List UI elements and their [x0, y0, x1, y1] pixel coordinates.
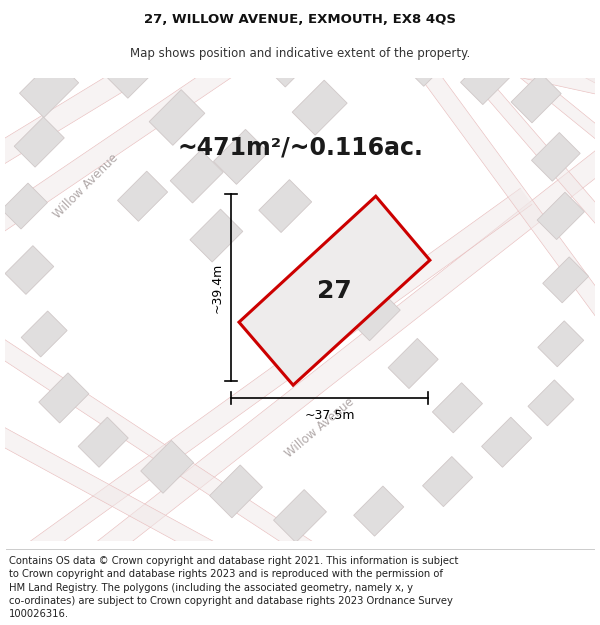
- Polygon shape: [353, 486, 404, 536]
- Polygon shape: [0, 11, 305, 234]
- Polygon shape: [14, 117, 64, 167]
- Polygon shape: [0, 336, 314, 558]
- Polygon shape: [214, 129, 268, 184]
- Polygon shape: [29, 188, 532, 559]
- Polygon shape: [190, 209, 243, 262]
- Polygon shape: [532, 132, 580, 181]
- Polygon shape: [21, 311, 67, 357]
- Polygon shape: [433, 382, 482, 433]
- Polygon shape: [202, 11, 467, 27]
- Text: ~37.5m: ~37.5m: [304, 409, 355, 422]
- Polygon shape: [5, 246, 54, 294]
- Polygon shape: [388, 339, 438, 389]
- Polygon shape: [0, 424, 215, 558]
- Text: Willow Avenue: Willow Avenue: [283, 395, 357, 460]
- Polygon shape: [274, 489, 326, 542]
- Text: 27, WILLOW AVENUE, EXMOUTH, EX8 4QS: 27, WILLOW AVENUE, EXMOUTH, EX8 4QS: [144, 13, 456, 26]
- Polygon shape: [543, 257, 589, 303]
- Polygon shape: [485, 15, 600, 92]
- Polygon shape: [170, 150, 223, 203]
- Polygon shape: [0, 10, 227, 166]
- Polygon shape: [141, 441, 194, 493]
- Polygon shape: [103, 38, 163, 98]
- Text: ~471m²/~0.116ac.: ~471m²/~0.116ac.: [177, 135, 423, 159]
- Polygon shape: [39, 373, 89, 423]
- Polygon shape: [422, 456, 473, 507]
- Polygon shape: [118, 171, 167, 221]
- Polygon shape: [259, 179, 311, 232]
- Text: ~39.4m: ~39.4m: [211, 262, 224, 313]
- Polygon shape: [149, 89, 205, 146]
- Polygon shape: [482, 417, 532, 468]
- Polygon shape: [461, 52, 514, 104]
- Polygon shape: [511, 72, 561, 123]
- Polygon shape: [537, 192, 584, 239]
- Polygon shape: [423, 14, 600, 240]
- Text: 27: 27: [317, 279, 352, 303]
- Polygon shape: [538, 321, 584, 367]
- Polygon shape: [209, 465, 262, 518]
- Text: Map shows position and indicative extent of the property.: Map shows position and indicative extent…: [130, 48, 470, 61]
- Polygon shape: [78, 417, 128, 468]
- Polygon shape: [454, 14, 600, 152]
- Polygon shape: [2, 183, 47, 229]
- Polygon shape: [292, 80, 347, 135]
- Polygon shape: [347, 288, 400, 341]
- Polygon shape: [262, 30, 319, 87]
- Polygon shape: [400, 31, 456, 86]
- Text: Willow Avenue: Willow Avenue: [50, 151, 121, 221]
- Polygon shape: [382, 14, 600, 319]
- Polygon shape: [303, 234, 356, 287]
- Polygon shape: [289, 11, 600, 96]
- Polygon shape: [97, 148, 600, 559]
- Polygon shape: [20, 58, 79, 118]
- Polygon shape: [528, 380, 574, 426]
- Polygon shape: [239, 196, 430, 385]
- Text: Contains OS data © Crown copyright and database right 2021. This information is : Contains OS data © Crown copyright and d…: [9, 556, 458, 619]
